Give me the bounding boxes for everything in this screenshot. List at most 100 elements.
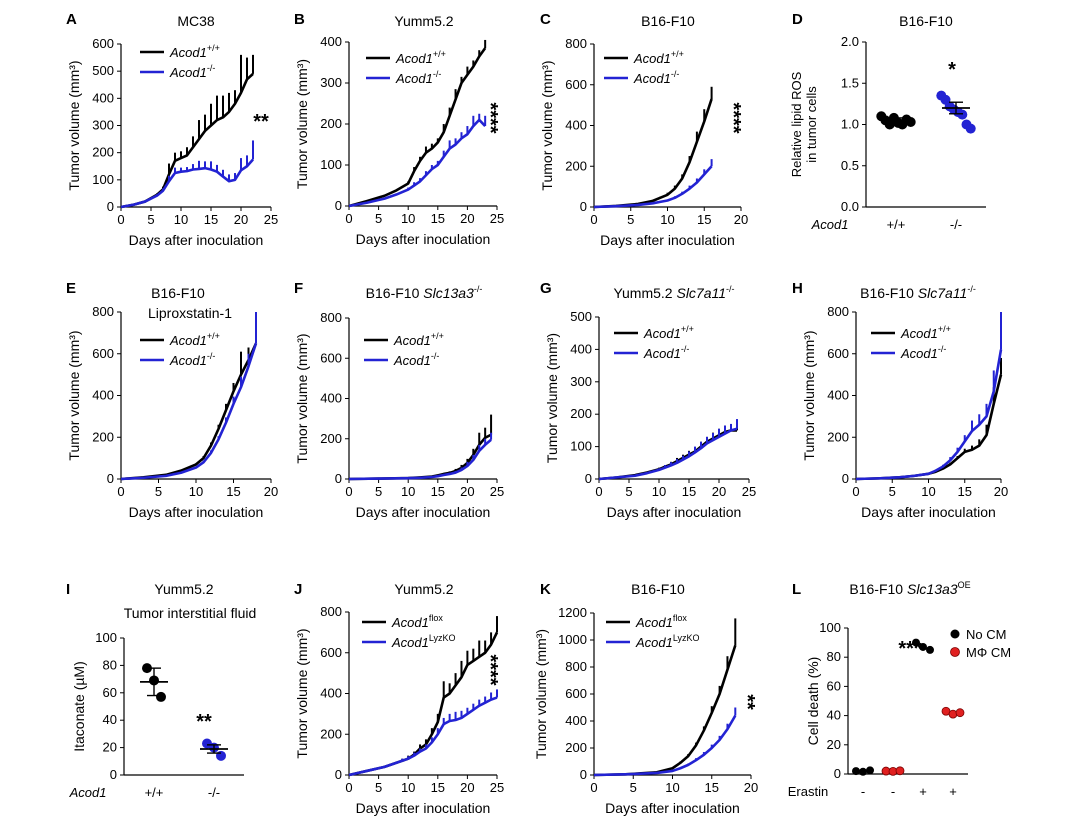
legend-label-superscript: +/+ <box>207 331 220 341</box>
panel-letter-C: C <box>540 11 551 28</box>
x-tick-label: 10 <box>174 212 188 227</box>
legend-label-gene: Acod1 <box>635 615 673 630</box>
x-axis-label: Days after inoculation <box>129 504 264 520</box>
x-tick-label: 15 <box>705 780 719 795</box>
legend-label: Acod1+/+ <box>395 49 446 66</box>
panel-letter-E: E <box>66 280 76 297</box>
chart-panel-J: 0 200 400 600 800 0 5 10 15 20 25 Days after inocul… <box>294 581 504 816</box>
significance-mark: * <box>948 59 956 81</box>
chart-title: B16-F10 <box>899 13 953 29</box>
y-axis-label: Tumor volume (mm³) <box>66 60 82 190</box>
legend-label-superscript: +/+ <box>671 49 684 59</box>
legend-marker <box>950 629 960 639</box>
chart-panel-K: 0 200 400 600 800 1000 1200 0 5 10 15 20 Days after … <box>533 581 758 816</box>
legend-label-superscript: -/- <box>431 351 440 361</box>
legend-label: Acod1+/+ <box>643 324 694 341</box>
panel-letter-L: L <box>792 581 801 598</box>
x-tick-label: 10 <box>401 211 415 226</box>
data-point <box>965 123 976 134</box>
panel-letter-G: G <box>540 280 552 297</box>
y-tick-label: 200 <box>570 406 592 421</box>
x-tick-label: 10 <box>660 212 674 227</box>
title-prefix: B16-F10 <box>860 285 918 301</box>
significance-mark: **** <box>479 102 501 133</box>
legend-label-gene: Acod1 <box>633 51 671 66</box>
series-line-wt <box>855 374 1003 481</box>
category-label: -/- <box>950 217 962 232</box>
y-tick-label: 200 <box>320 431 342 446</box>
y-tick-label: 20 <box>103 740 117 755</box>
legend-label-gene: Acod1 <box>169 65 207 80</box>
y-tick-label: 200 <box>565 158 587 173</box>
x-tick-label: 0 <box>590 212 597 227</box>
title-gene: Slc13a3 <box>423 285 474 301</box>
y-axis-label: Tumor volume (mm³) <box>544 333 560 463</box>
category-label: - <box>861 784 865 799</box>
x-tick-label: 5 <box>627 212 634 227</box>
y-axis-label: Relative lipid ROSin tumor cells <box>789 71 819 177</box>
y-tick-label: 400 <box>320 34 342 49</box>
y-tick-label: 400 <box>320 686 342 701</box>
title-prefix: Yumm5.2 <box>613 285 676 301</box>
y-tick-label: 0 <box>110 767 117 782</box>
data-point <box>912 638 920 647</box>
y-tick-label: 60 <box>827 678 841 693</box>
data-point <box>905 117 916 128</box>
y-tick-label: 100 <box>819 620 841 635</box>
panel-letter-F: F <box>294 280 303 297</box>
x-tick-label: 15 <box>697 212 711 227</box>
category-label: -/- <box>208 785 220 800</box>
x-tick-label: 10 <box>652 484 666 499</box>
legend-label-gene: Acod1 <box>169 333 207 348</box>
legend-label-gene: Acod1 <box>900 346 938 361</box>
significance-mark: ** <box>736 694 758 710</box>
x-tick-label: 20 <box>460 484 474 499</box>
legend-label: Acod1-/- <box>643 344 689 361</box>
title-gene: Slc7a11 <box>676 285 726 301</box>
y-tick-label: 300 <box>92 118 114 133</box>
title-superscript: OE <box>958 580 971 590</box>
legend-label: Acod1-/- <box>633 69 679 86</box>
y-tick-label: 100 <box>95 630 117 645</box>
y-tick-label: 800 <box>565 659 587 674</box>
x-axis-label: Days after inoculation <box>605 800 740 816</box>
x-tick-label: 25 <box>490 780 504 795</box>
data-point <box>895 766 905 776</box>
y-tick-label: 300 <box>320 75 342 90</box>
y-tick-label: 0 <box>834 766 841 781</box>
x-tick-label: 5 <box>375 780 382 795</box>
x-tick-label: 15 <box>204 212 218 227</box>
panel-letter-D: D <box>792 11 803 28</box>
panel-letter-J: J <box>294 581 302 598</box>
chart-subtitle: Liproxstatin-1 <box>148 305 232 321</box>
panel-letter-B: B <box>294 11 305 28</box>
y-tick-label: 600 <box>827 346 849 361</box>
row-label: Acod1 <box>69 785 107 800</box>
data-point <box>852 767 860 776</box>
x-tick-label: 0 <box>345 211 352 226</box>
y-tick-label: 1000 <box>558 632 587 647</box>
y-tick-label: 1200 <box>558 605 587 620</box>
series-line-wt <box>348 433 492 481</box>
panel-letter-K: K <box>540 581 551 598</box>
y-tick-label: 600 <box>320 645 342 660</box>
chart-title: B16-F10 <box>151 285 205 301</box>
legend-label-gene: Acod1 <box>643 346 681 361</box>
y-axis-label: Tumor volume (mm³) <box>294 333 310 463</box>
legend-label: MΦ CM <box>966 645 1011 660</box>
y-tick-label: 40 <box>103 712 117 727</box>
y-tick-label: 100 <box>320 157 342 172</box>
x-tick-label: 0 <box>117 212 124 227</box>
chart-title: MC38 <box>177 13 215 29</box>
x-tick-label: 20 <box>712 484 726 499</box>
x-tick-label: 10 <box>921 484 935 499</box>
x-tick-label: 5 <box>889 484 896 499</box>
data-point <box>955 708 965 718</box>
legend-label-superscript: -/- <box>433 69 442 79</box>
x-axis-label: Days after inoculation <box>861 504 996 520</box>
category-label: - <box>891 784 895 799</box>
legend-label: Acod1+/+ <box>393 331 444 348</box>
y-tick-label: 400 <box>565 118 587 133</box>
